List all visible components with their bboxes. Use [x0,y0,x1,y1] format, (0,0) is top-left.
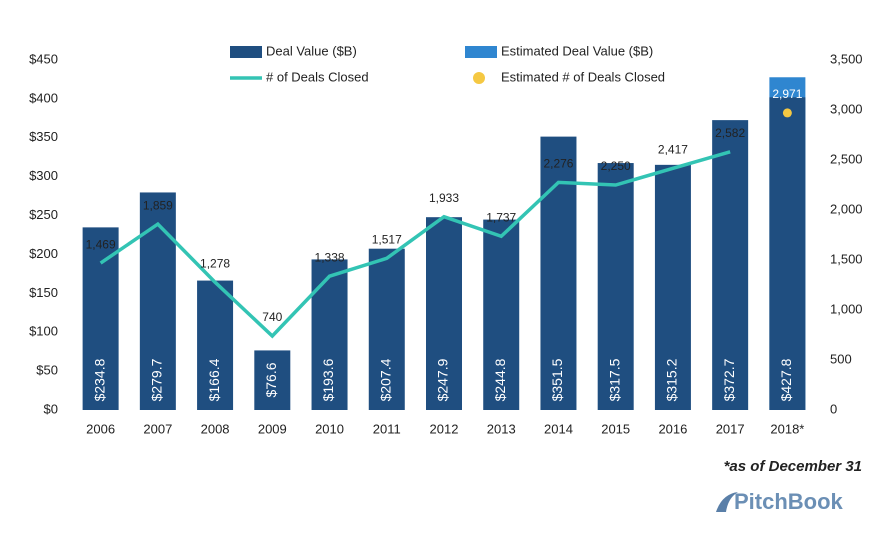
x-tick-label: 2007 [143,421,172,436]
bar-value-label: $247.9 [435,358,451,401]
y-tick-label: $100 [29,324,58,339]
line-value-label: 1,517 [372,232,402,246]
line-value-label: 2,417 [658,142,688,156]
line-value-label: 1,338 [315,250,345,264]
x-tick-label: 2017 [716,421,745,436]
y2-tick-label: 1,000 [830,301,863,316]
line-value-label: 1,933 [429,191,459,205]
y2-tick-label: 3,000 [830,101,863,116]
bar-value-label: $234.8 [91,358,107,401]
bar-value-label: $166.4 [206,358,222,401]
bar [311,259,348,410]
bar-value-label: $317.5 [606,358,622,401]
legend-label: Estimated # of Deals Closed [501,69,665,84]
line-value-label: 1,859 [143,198,173,212]
x-tick-label: 2018* [770,421,804,436]
x-tick-label: 2015 [601,421,630,436]
y-tick-label: $250 [29,207,58,222]
bar [82,227,119,410]
line-value-label: 1,278 [200,256,230,270]
x-tick-label: 2011 [373,421,401,436]
y2-tick-label: 0 [830,401,837,416]
legend-label: Estimated Deal Value ($B) [501,43,653,58]
bar [654,164,691,410]
x-tick-label: 2006 [86,421,115,436]
bar-value-label: $427.8 [778,358,794,401]
x-tick-label: 2012 [430,421,459,436]
x-tick-label: 2009 [258,421,287,436]
logo-icon [716,492,738,512]
y-tick-label: $400 [29,90,58,105]
bar-value-label: $279.7 [149,358,165,401]
x-tick-label: 2008 [201,421,230,436]
line-value-label: 740 [262,310,282,324]
bar [254,350,291,410]
y-tick-label: $450 [29,51,58,66]
bar [712,120,749,410]
y-tick-label: $150 [29,285,58,300]
y2-tick-label: 500 [830,351,852,366]
line-value-label: 1,737 [486,210,516,224]
bar-value-label: $244.8 [492,358,508,401]
legend-swatch [230,46,262,58]
x-tick-label: 2010 [315,421,344,436]
x-tick-label: 2016 [658,421,687,436]
y2-tick-label: 3,500 [830,51,863,66]
legend-label: # of Deals Closed [266,69,369,84]
line-value-label: 1,469 [86,237,116,251]
y-tick-label: $0 [44,401,58,416]
x-tick-label: 2013 [487,421,516,436]
bar [426,217,462,410]
bar [483,219,520,410]
legend-swatch [465,46,497,58]
line-value-label: 2,250 [601,159,631,173]
line [99,150,731,339]
line-value-label: 2,582 [715,126,745,140]
y2-tick-label: 2,500 [830,151,863,166]
bar-value-label: $76.6 [263,362,279,397]
bar [197,280,234,410]
bar-value-label: $315.2 [664,358,680,401]
legend-swatch [473,72,485,84]
bar-value-label: $351.5 [549,358,565,401]
legend-label: Deal Value ($B) [266,43,357,58]
x-tick-label: 2014 [544,421,573,436]
y-tick-label: $350 [29,129,58,144]
dot [782,108,792,118]
y-tick-label: $200 [29,246,58,261]
bar [139,192,176,410]
bar-value-label: $372.7 [721,358,737,401]
y2-tick-label: 1,500 [830,251,863,266]
bar-value-label: $193.6 [320,358,336,401]
bar-value-label: $207.4 [377,358,393,401]
y-tick-label: $300 [29,168,58,183]
line-value-label: 2,276 [543,157,573,171]
line-value-label: 2,971 [772,87,802,101]
bar [368,248,405,410]
bar [769,97,806,410]
y2-tick-label: 2,000 [830,201,863,216]
logo: PitchBook [734,489,844,514]
y-tick-label: $50 [36,363,58,378]
bar [597,163,634,410]
footnote: *as of December 31 [724,458,862,475]
